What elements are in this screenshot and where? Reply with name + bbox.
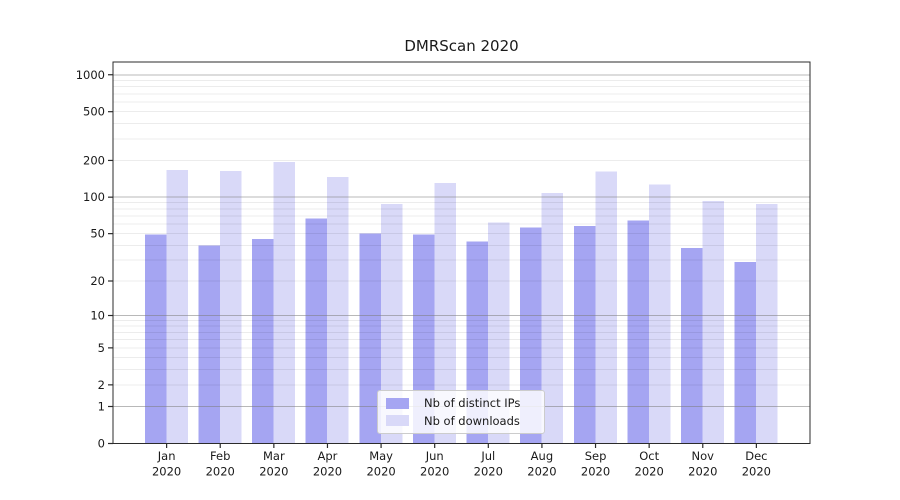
x-tick-label-oct-2020: Oct 2020 <box>635 449 664 479</box>
bar-nb-of-downloads-dec-2020 <box>756 203 778 444</box>
bar-nb-of-downloads-aug-2020 <box>541 193 564 444</box>
legend: Nb of distinct IPs Nb of downloads <box>377 390 545 434</box>
x-tick-label-apr-2020: Apr 2020 <box>313 449 342 479</box>
x-tick-label-nov-2020: Nov 2020 <box>688 449 717 479</box>
x-tick-label-jan-2020: Jan 2020 <box>152 449 181 479</box>
bar-nb-of-distinct-ips-nov-2020 <box>681 247 703 444</box>
bar-nb-of-distinct-ips-jan-2020 <box>144 234 167 444</box>
x-tick-label-aug-2020: Aug 2020 <box>527 449 556 479</box>
bar-nb-of-distinct-ips-oct-2020 <box>627 220 649 444</box>
legend-swatch-distinct-ips <box>386 397 409 409</box>
x-tick-label-sep-2020: Sep 2020 <box>581 449 610 479</box>
y-tick-label-20: 20 <box>90 274 105 288</box>
bar-nb-of-distinct-ips-may-2020 <box>359 233 381 444</box>
bar-nb-of-downloads-jan-2020 <box>166 170 188 444</box>
bar-nb-of-downloads-sep-2020 <box>595 171 617 444</box>
y-tick-label-1000: 1000 <box>76 68 105 82</box>
x-tick-label-feb-2020: Feb 2020 <box>206 449 235 479</box>
bar-nb-of-downloads-jun-2020 <box>434 182 456 444</box>
bar-nb-of-downloads-may-2020 <box>380 203 403 444</box>
x-tick-label-jul-2020: Jul 2020 <box>474 449 503 479</box>
y-tick-label-500: 500 <box>83 105 105 119</box>
bar-nb-of-distinct-ips-dec-2020 <box>734 261 757 444</box>
bar-nb-of-distinct-ips-apr-2020 <box>305 218 328 444</box>
bar-nb-of-distinct-ips-feb-2020 <box>198 245 220 444</box>
bar-nb-of-downloads-apr-2020 <box>327 176 349 444</box>
legend-item-downloads: Nb of downloads <box>386 414 536 428</box>
legend-label-downloads: Nb of downloads <box>424 413 520 428</box>
bar-nb-of-distinct-ips-mar-2020 <box>252 239 274 444</box>
bar-nb-of-downloads-nov-2020 <box>702 201 725 444</box>
chart-title: DMRScan 2020 <box>404 37 519 55</box>
bar-nb-of-distinct-ips-sep-2020 <box>573 225 596 444</box>
x-tick-label-dec-2020: Dec 2020 <box>742 449 771 479</box>
y-tick-label-50: 50 <box>90 227 105 241</box>
y-tick-label-10: 10 <box>90 309 105 323</box>
x-tick-label-may-2020: May 2020 <box>366 449 395 479</box>
plot-border <box>112 61 811 444</box>
y-tick-label-200: 200 <box>83 153 105 167</box>
y-tick-label-100: 100 <box>83 190 105 204</box>
bar-nb-of-downloads-mar-2020 <box>273 162 296 444</box>
bar-nb-of-downloads-jul-2020 <box>488 222 510 444</box>
legend-swatch-downloads <box>386 415 409 427</box>
y-tick-label-5: 5 <box>98 341 105 355</box>
y-tick-label-0: 0 <box>98 437 105 451</box>
x-tick-label-jun-2020: Jun 2020 <box>420 449 449 479</box>
y-tick-label-1: 1 <box>98 400 105 414</box>
bar-nb-of-distinct-ips-aug-2020 <box>520 227 542 444</box>
bar-nb-of-downloads-feb-2020 <box>219 170 242 444</box>
legend-label-distinct-ips: Nb of distinct IPs <box>424 396 521 411</box>
y-tick-label-2: 2 <box>98 378 105 392</box>
legend-item-distinct-ips: Nb of distinct IPs <box>386 396 536 410</box>
x-tick-label-mar-2020: Mar 2020 <box>259 449 288 479</box>
bar-nb-of-downloads-oct-2020 <box>648 184 671 444</box>
